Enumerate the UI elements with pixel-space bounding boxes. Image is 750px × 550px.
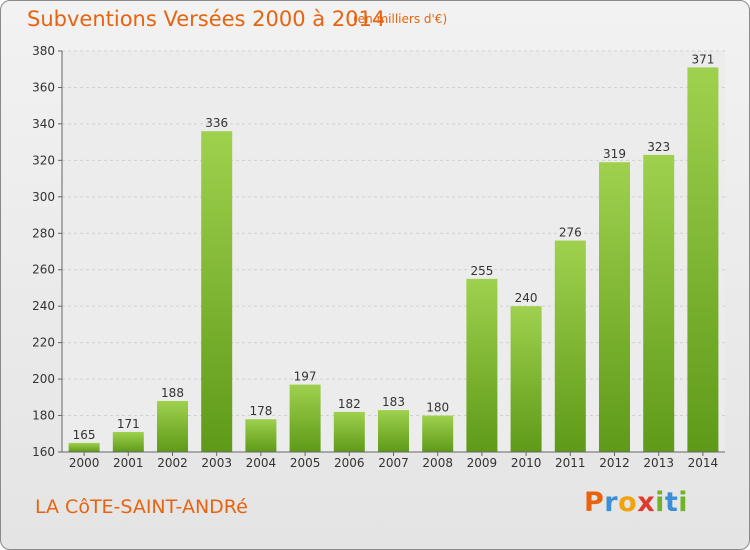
x-tick-label-2000: 2000 bbox=[69, 456, 100, 470]
data-label-2014: 371 bbox=[691, 52, 714, 66]
x-tick-label-2001: 2001 bbox=[113, 456, 144, 470]
x-tick-label-2011: 2011 bbox=[555, 456, 586, 470]
y-tick-label: 160 bbox=[32, 445, 55, 459]
x-tick-label-2002: 2002 bbox=[157, 456, 188, 470]
y-tick-label: 360 bbox=[32, 80, 55, 94]
bar-2013 bbox=[643, 154, 675, 453]
y-tick-label: 220 bbox=[32, 336, 55, 350]
x-tick-label-2013: 2013 bbox=[643, 456, 674, 470]
chart-title: Subventions Versées 2000 à 2014 bbox=[27, 7, 386, 31]
bar-2004 bbox=[245, 419, 277, 452]
bar-2000 bbox=[68, 442, 100, 452]
logo-letter: i bbox=[655, 487, 665, 518]
chart-subtitle: (en milliers d'€) bbox=[353, 12, 448, 26]
bar-2011 bbox=[554, 240, 586, 452]
y-tick-label: 180 bbox=[32, 409, 55, 423]
data-label-2013: 323 bbox=[647, 140, 670, 154]
logo-letter: i bbox=[678, 487, 689, 518]
x-tick-label-2003: 2003 bbox=[201, 456, 232, 470]
proxiti-logo: Proxiti bbox=[584, 487, 688, 518]
bar-2001 bbox=[112, 431, 144, 452]
x-tick-label-2010: 2010 bbox=[511, 456, 542, 470]
y-tick-label: 340 bbox=[32, 117, 55, 131]
x-tick-label-2012: 2012 bbox=[599, 456, 630, 470]
data-label-2005: 197 bbox=[294, 370, 317, 384]
logo-letter: o bbox=[618, 487, 638, 518]
data-label-2012: 319 bbox=[603, 147, 626, 161]
data-label-2007: 183 bbox=[382, 395, 405, 409]
bar-2007 bbox=[378, 410, 409, 452]
logo-letter: t bbox=[664, 487, 679, 518]
y-tick-label: 300 bbox=[32, 190, 55, 204]
data-label-2011: 276 bbox=[559, 226, 582, 240]
x-tick-label-2006: 2006 bbox=[334, 456, 365, 470]
logo-letter: r bbox=[604, 487, 619, 518]
x-tick-label-2005: 2005 bbox=[290, 456, 321, 470]
y-tick-label: 240 bbox=[32, 299, 55, 313]
data-label-2001: 171 bbox=[117, 417, 140, 431]
bar-2002 bbox=[157, 400, 188, 452]
y-tick-label: 380 bbox=[32, 44, 55, 58]
data-label-2006: 182 bbox=[338, 397, 361, 411]
data-label-2008: 180 bbox=[426, 401, 449, 415]
data-label-2009: 255 bbox=[470, 264, 493, 278]
x-tick-label-2004: 2004 bbox=[246, 456, 277, 470]
bar-2006 bbox=[333, 411, 365, 452]
y-tick-label: 320 bbox=[32, 153, 55, 167]
bar-2009 bbox=[466, 278, 498, 452]
bar-2012 bbox=[599, 162, 630, 452]
x-tick-label-2008: 2008 bbox=[422, 456, 453, 470]
bar-2010 bbox=[510, 306, 542, 452]
x-tick-label-2007: 2007 bbox=[378, 456, 409, 470]
commune-name: LA CôTE-SAINT-ANDRé bbox=[35, 496, 248, 518]
logo-letter: P bbox=[584, 487, 605, 518]
data-label-2000: 165 bbox=[73, 428, 96, 442]
bar-2008 bbox=[422, 415, 454, 452]
logo-letter: x bbox=[637, 487, 656, 518]
data-label-2010: 240 bbox=[515, 291, 538, 305]
data-label-2003: 336 bbox=[205, 116, 228, 130]
bar-2014 bbox=[687, 67, 719, 453]
x-tick-label-2014: 2014 bbox=[688, 456, 719, 470]
data-label-2002: 188 bbox=[161, 386, 184, 400]
x-tick-label-2009: 2009 bbox=[467, 456, 498, 470]
bar-2003 bbox=[201, 131, 233, 452]
bar-2005 bbox=[289, 384, 321, 452]
y-tick-label: 260 bbox=[32, 263, 55, 277]
y-tick-label: 200 bbox=[32, 372, 55, 386]
y-tick-label: 280 bbox=[32, 226, 55, 240]
data-label-2004: 178 bbox=[249, 404, 272, 418]
